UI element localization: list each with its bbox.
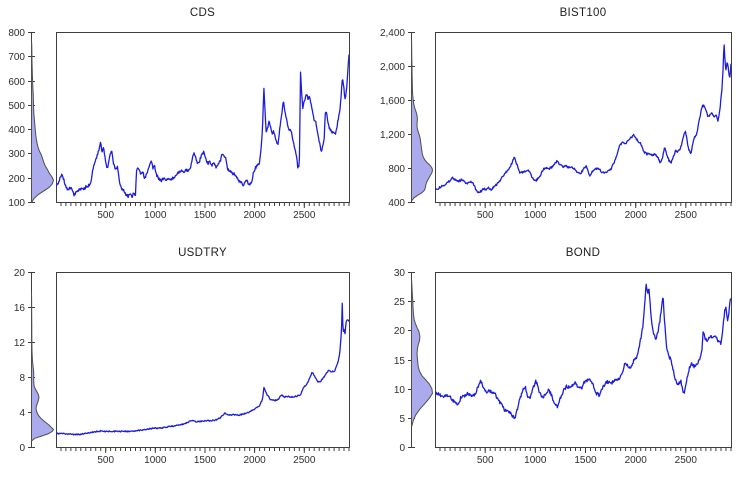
svg-text:600: 600 [8, 77, 25, 88]
chart-title: BIST100 [559, 7, 607, 19]
usdtry-line-chart: 0 4 8 12 16 20 500 1000 1500 2000 2500 [14, 268, 350, 466]
bist100-line-chart: 400 800 1,200 1,600 2,000 2,400 500 1000 1500 200… [380, 28, 732, 221]
svg-text:1500: 1500 [574, 210, 597, 221]
svg-text:1000: 1000 [144, 455, 167, 466]
chart-title: BOND [565, 247, 601, 259]
svg-text:500: 500 [97, 210, 114, 221]
svg-text:1500: 1500 [194, 455, 217, 466]
svg-text:100: 100 [8, 198, 25, 209]
svg-text:0: 0 [19, 443, 25, 454]
svg-text:2500: 2500 [675, 455, 698, 466]
svg-text:2,000: 2,000 [380, 62, 405, 73]
svg-text:2,400: 2,400 [380, 28, 405, 39]
svg-text:0: 0 [399, 443, 405, 454]
chart-title: CDS [189, 7, 216, 19]
svg-text:1,600: 1,600 [380, 96, 405, 107]
chart-title: USDTRY [178, 247, 227, 259]
svg-text:2500: 2500 [293, 455, 316, 466]
svg-text:1500: 1500 [574, 455, 597, 466]
svg-text:200: 200 [8, 174, 25, 185]
svg-text:1,200: 1,200 [380, 130, 405, 141]
svg-text:2000: 2000 [625, 455, 648, 466]
svg-text:500: 500 [477, 210, 494, 221]
svg-text:20: 20 [14, 268, 26, 279]
svg-text:5: 5 [399, 414, 405, 425]
svg-text:30: 30 [394, 268, 406, 279]
svg-text:400: 400 [8, 125, 25, 136]
svg-text:2000: 2000 [625, 210, 648, 221]
svg-text:20: 20 [394, 326, 406, 337]
cds-line-chart: 100 200 300 400 500 600 700 800 500 1000 1500 2000 2… [8, 28, 350, 221]
svg-text:1000: 1000 [144, 210, 167, 221]
chart-panel-usdtry: 0 4 8 12 16 20 500 1000 1500 2000 2500 USDTRY [0, 240, 369, 479]
bond-line-chart: 0 5 10 15 20 25 30 500 1000 1500 2000 2500 [394, 268, 732, 466]
svg-text:2000: 2000 [243, 210, 266, 221]
svg-text:2500: 2500 [675, 210, 698, 221]
svg-text:500: 500 [477, 455, 494, 466]
svg-text:2000: 2000 [243, 455, 266, 466]
chart-panel-cds: 100 200 300 400 500 600 700 800 500 1000 1500 2000 2… [0, 0, 369, 240]
svg-text:8: 8 [19, 373, 25, 384]
svg-text:2500: 2500 [293, 210, 316, 221]
svg-text:500: 500 [8, 101, 25, 112]
svg-text:1000: 1000 [524, 455, 547, 466]
chart-panel-bond: 0 5 10 15 20 25 30 500 1000 1500 2000 2500 BOND [369, 240, 738, 479]
svg-text:10: 10 [394, 385, 406, 396]
chart-panel-bist100: 400 800 1,200 1,600 2,000 2,400 500 1000 1500 200… [369, 0, 738, 240]
svg-text:15: 15 [394, 356, 406, 367]
svg-text:12: 12 [14, 338, 26, 349]
svg-text:700: 700 [8, 52, 25, 63]
svg-text:1500: 1500 [194, 210, 217, 221]
svg-text:400: 400 [388, 198, 405, 209]
svg-text:1000: 1000 [524, 210, 547, 221]
svg-text:800: 800 [388, 164, 405, 175]
svg-text:25: 25 [394, 297, 406, 308]
svg-text:300: 300 [8, 149, 25, 160]
svg-text:16: 16 [14, 303, 26, 314]
svg-text:4: 4 [19, 408, 25, 419]
svg-text:800: 800 [8, 28, 25, 39]
svg-text:500: 500 [97, 455, 114, 466]
